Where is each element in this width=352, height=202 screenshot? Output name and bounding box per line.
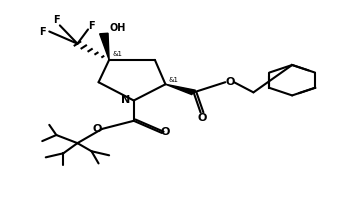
Text: &1: &1 bbox=[169, 77, 179, 83]
Text: OH: OH bbox=[109, 23, 126, 33]
Text: F: F bbox=[88, 21, 95, 31]
Text: F: F bbox=[53, 15, 59, 25]
Text: F: F bbox=[39, 27, 45, 37]
Text: O: O bbox=[161, 126, 170, 136]
Polygon shape bbox=[165, 85, 195, 95]
Text: O: O bbox=[226, 77, 235, 87]
Text: O: O bbox=[198, 112, 207, 122]
Polygon shape bbox=[100, 34, 109, 61]
Text: &1: &1 bbox=[113, 50, 122, 57]
Text: O: O bbox=[92, 123, 101, 133]
Text: N: N bbox=[121, 95, 130, 105]
